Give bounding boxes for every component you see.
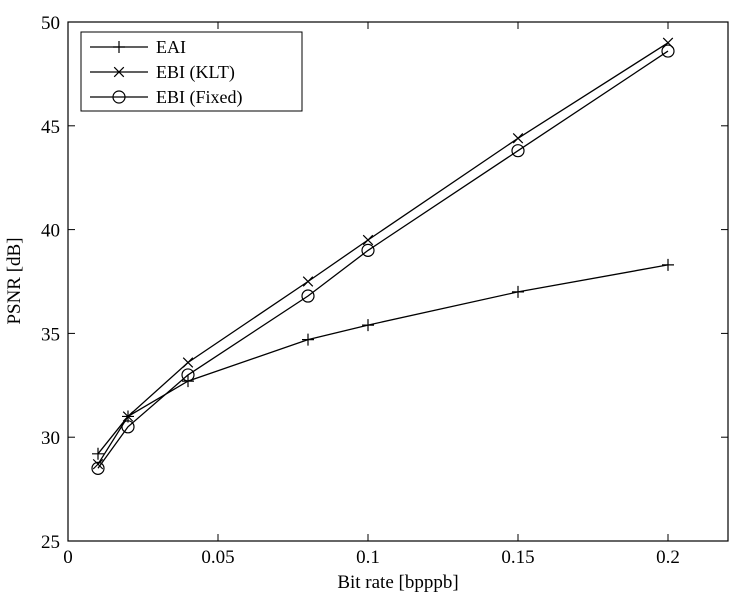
series-layer	[91, 37, 675, 475]
y-tick-label: 25	[41, 532, 60, 553]
x-tick-label: 0.15	[501, 547, 534, 568]
x-tick-label: 0.05	[201, 547, 234, 568]
y-axis-label: PSNR [dB]	[4, 237, 25, 324]
plus-marker	[302, 333, 314, 346]
y-tick-label: 35	[41, 324, 60, 345]
circle-marker	[121, 420, 135, 434]
plus-marker	[362, 319, 374, 332]
y-tick-label: 45	[41, 117, 60, 138]
ticks-layer: 0 0.05 0.1 0.15 0.2 25 30 35 40 45 50	[41, 13, 728, 568]
legend-entry-label: EBI (Fixed)	[156, 87, 242, 108]
cross-marker	[122, 411, 134, 422]
cross-marker	[113, 66, 125, 78]
cross-marker	[182, 357, 194, 368]
legend-entry-label: EBI (KLT)	[156, 62, 235, 83]
circle-marker	[112, 90, 126, 104]
circle-marker	[361, 243, 375, 257]
plus-marker	[512, 285, 524, 298]
cross-marker	[512, 133, 524, 144]
circle-marker	[91, 461, 105, 475]
plus-marker	[92, 447, 104, 460]
y-tick-label: 30	[41, 428, 60, 449]
cross-marker	[302, 276, 314, 287]
x-tick-label: 0.2	[656, 547, 680, 568]
x-tick-label: 0	[63, 547, 73, 568]
y-tick-label: 40	[41, 221, 60, 242]
x-axis-label: Bit rate [bpppb]	[337, 572, 458, 593]
y-tick-label: 50	[41, 13, 60, 34]
x-tick-label: 0.1	[356, 547, 380, 568]
circle-marker	[301, 289, 315, 303]
series-line	[97, 50, 669, 469]
plus-marker	[113, 41, 125, 53]
circle-marker	[661, 44, 675, 58]
legend-entry-label: EAI	[156, 37, 186, 57]
plus-marker	[662, 258, 674, 271]
circle-marker	[511, 144, 525, 158]
cross-marker	[92, 458, 104, 470]
circle-marker	[181, 368, 195, 382]
legend: EAI EBI (KLT) EBI (Fixed)	[80, 31, 303, 112]
cross-marker	[362, 234, 374, 246]
